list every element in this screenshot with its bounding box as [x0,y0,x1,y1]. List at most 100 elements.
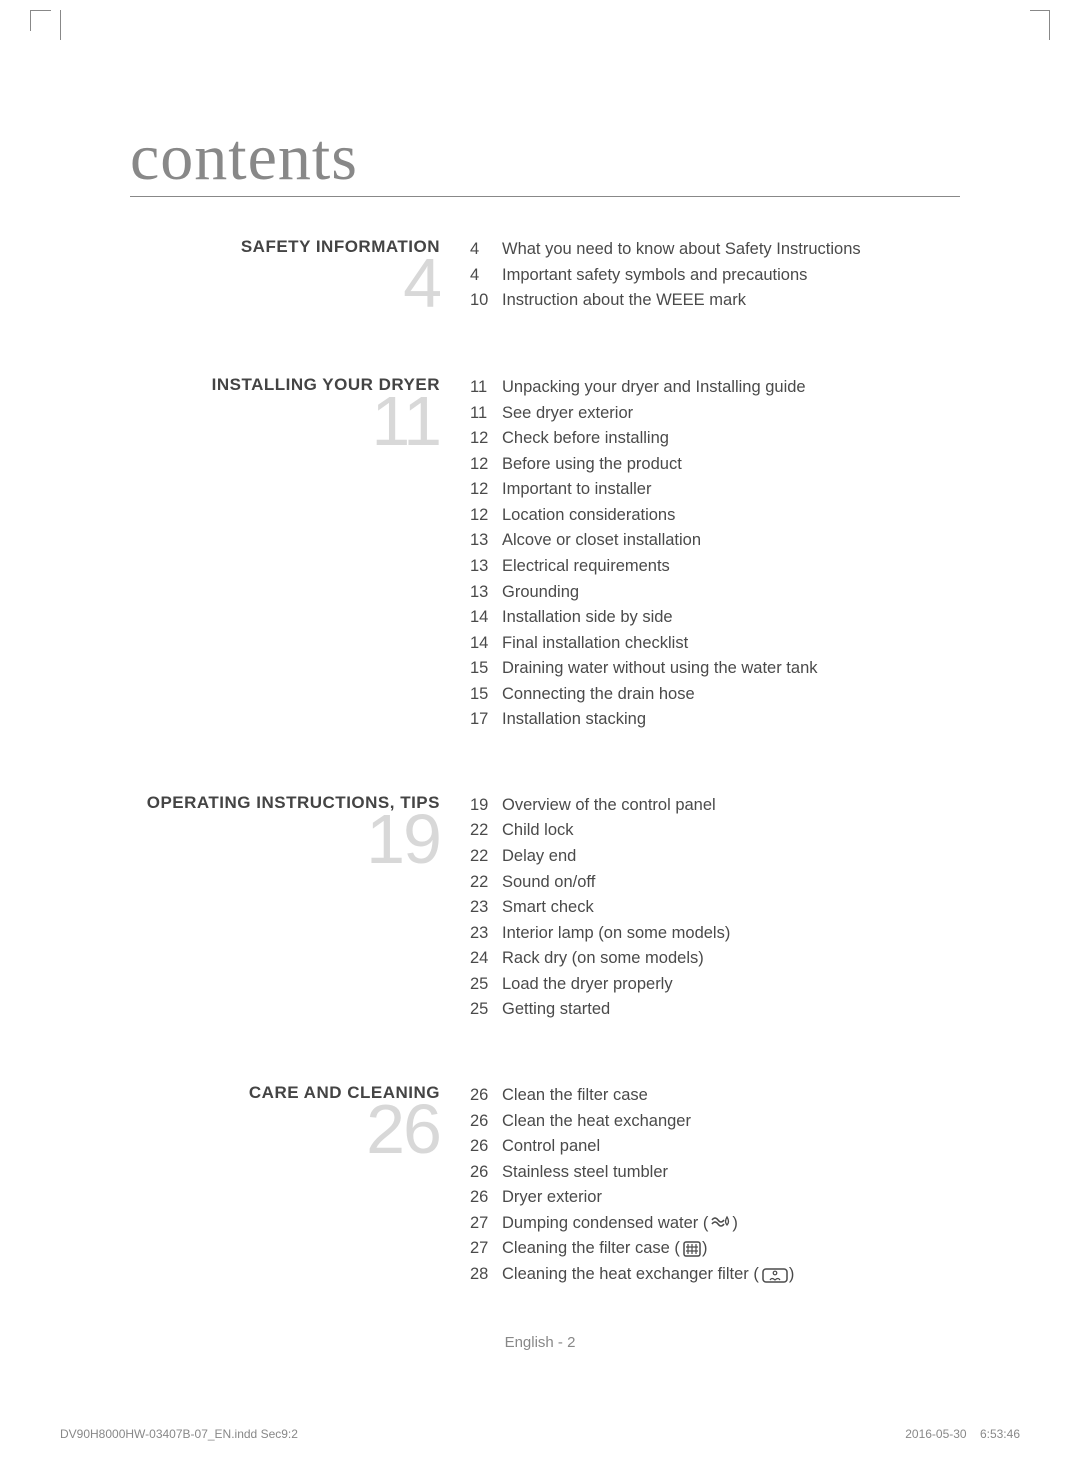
toc-row: 26Clean the filter case [470,1083,960,1109]
page-title: contents [130,120,960,197]
toc-page-number: 4 [470,237,502,263]
toc-item-text: Child lock [502,818,960,844]
toc-page-number: 23 [470,895,502,921]
toc-row: 11See dryer exterior [470,401,960,427]
crop-mark [1049,10,1050,40]
toc-page-number: 12 [470,452,502,478]
toc-item-text: Control panel [502,1134,960,1160]
toc-row: 27Dumping condensed water () [470,1211,960,1237]
section-start-page: 19 [130,808,440,871]
water-icon [710,1214,732,1232]
toc-item-text: Electrical requirements [502,554,960,580]
toc-row: 15Draining water without using the water… [470,656,960,682]
toc-row: 13Alcove or closet installation [470,528,960,554]
crop-mark [1030,10,1050,31]
filter-icon [682,1240,702,1258]
toc-row: 22Child lock [470,818,960,844]
toc-item-text: Unpacking your dryer and Installing guid… [502,375,960,401]
section-items: 26Clean the filter case 26Clean the heat … [470,1083,960,1288]
toc-section: OPERATING INSTRUCTIONS, TIPS1919Overview… [130,793,960,1023]
page-content: contents SAFETY INFORMATION44What you ne… [0,0,1080,1287]
toc-item-text: Overview of the control panel [502,793,960,819]
toc-item-text: Load the dryer properly [502,972,960,998]
toc-row: 27Cleaning the filter case () [470,1236,960,1262]
toc-row: 17Installation stacking [470,707,960,733]
toc-row: 22Delay end [470,844,960,870]
toc-item-text: Grounding [502,580,960,606]
toc-row: 4What you need to know about Safety Inst… [470,237,960,263]
toc-page-number: 11 [470,401,502,427]
toc-page-number: 26 [470,1160,502,1186]
footer-date: 2016-05-30 [905,1427,966,1441]
toc-page-number: 25 [470,972,502,998]
toc-item-text: Clean the heat exchanger [502,1109,960,1135]
toc-item-text: What you need to know about Safety Instr… [502,237,960,263]
toc-item-text: Dumping condensed water () [502,1211,960,1237]
toc-item-text: Getting started [502,997,960,1023]
toc-item-text: Location considerations [502,503,960,529]
toc-item-text: Stainless steel tumbler [502,1160,960,1186]
toc-row: 25Load the dryer properly [470,972,960,998]
toc-item-text: Connecting the drain hose [502,682,960,708]
toc-row: 24Rack dry (on some models) [470,946,960,972]
toc-row: 4Important safety symbols and precaution… [470,263,960,289]
section-items: 19Overview of the control panel22Child l… [470,793,960,1023]
toc-row: 11Unpacking your dryer and Installing gu… [470,375,960,401]
toc-page-number: 27 [470,1211,502,1237]
section-left: CARE AND CLEANING26 [130,1083,470,1288]
toc-row: 22Sound on/off [470,870,960,896]
toc-item-text: Alcove or closet installation [502,528,960,554]
toc-row: 12Location considerations [470,503,960,529]
toc-page-number: 28 [470,1262,502,1288]
toc-row: 12Check before installing [470,426,960,452]
toc-section: SAFETY INFORMATION44What you need to kno… [130,237,960,315]
toc-page-number: 19 [470,793,502,819]
crop-mark [60,10,61,40]
toc-row: 28Cleaning the heat exchanger filter () [470,1262,960,1288]
toc-item-text: Before using the product [502,452,960,478]
footer-left: DV90H8000HW-03407B-07_EN.indd Sec9:2 [60,1427,298,1441]
toc-item-text: Check before installing [502,426,960,452]
crop-mark [30,10,51,31]
footer-center: English - 2 [0,1334,1080,1351]
toc-item-text: Interior lamp (on some models) [502,921,960,947]
toc-page-number: 17 [470,707,502,733]
toc-row: 25Getting started [470,997,960,1023]
toc-item-text: Rack dry (on some models) [502,946,960,972]
toc-row: 12Important to installer [470,477,960,503]
toc-item-text: Sound on/off [502,870,960,896]
toc-item-text: Cleaning the filter case () [502,1236,960,1262]
footer-right: 2016-05-30 6:53:46 [905,1427,1020,1441]
toc-page-number: 12 [470,477,502,503]
toc-page-number: 25 [470,997,502,1023]
toc-row: 26Dryer exterior [470,1185,960,1211]
toc-item-text: Instruction about the WEEE mark [502,288,960,314]
section-items: 4What you need to know about Safety Inst… [470,237,960,315]
toc-item-text: Final installation checklist [502,631,960,657]
toc-page-number: 12 [470,426,502,452]
toc-page-number: 24 [470,946,502,972]
toc-page-number: 22 [470,870,502,896]
toc-page-number: 14 [470,631,502,657]
toc-page-number: 10 [470,288,502,314]
toc-page-number: 13 [470,580,502,606]
toc-row: 12Before using the product [470,452,960,478]
section-start-page: 11 [130,390,440,453]
toc-row: 23Interior lamp (on some models) [470,921,960,947]
footer-time: 6:53:46 [980,1427,1020,1441]
toc-item-text: Cleaning the heat exchanger filter () [502,1262,960,1288]
toc-row: 23Smart check [470,895,960,921]
toc-item-text: See dryer exterior [502,401,960,427]
toc-item-text: Installation stacking [502,707,960,733]
toc-item-text: Important safety symbols and precautions [502,263,960,289]
toc-page-number: 15 [470,656,502,682]
toc-row: 26Stainless steel tumbler [470,1160,960,1186]
toc-row: 19Overview of the control panel [470,793,960,819]
toc-row: 14Final installation checklist [470,631,960,657]
section-items: 11Unpacking your dryer and Installing gu… [470,375,960,733]
toc-item-text: Delay end [502,844,960,870]
toc-row: 14Installation side by side [470,605,960,631]
toc-page-number: 22 [470,844,502,870]
toc-page-number: 15 [470,682,502,708]
toc-row: 13Grounding [470,580,960,606]
